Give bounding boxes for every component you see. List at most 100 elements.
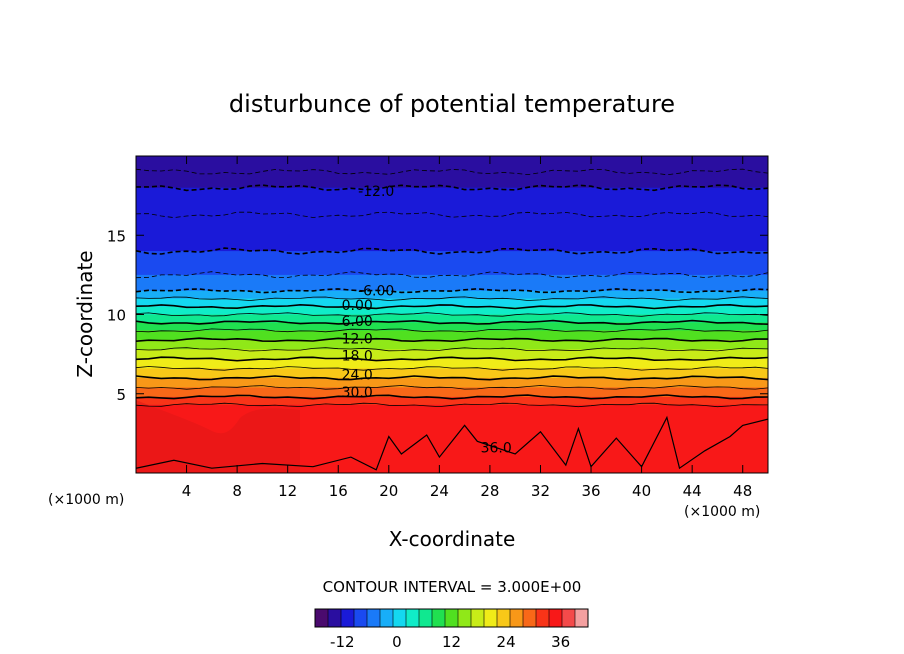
contour-line bbox=[136, 366, 768, 371]
colorbar-tick-label: 12 bbox=[442, 633, 461, 651]
contour-label: 12.0 bbox=[342, 331, 373, 347]
contour-line bbox=[136, 312, 768, 317]
contour-line bbox=[136, 211, 768, 219]
x-tick-label: 4 bbox=[182, 482, 192, 500]
x-tick-label: 20 bbox=[379, 482, 398, 500]
colorbar-swatch bbox=[549, 609, 563, 627]
colorbar-swatch bbox=[393, 609, 407, 627]
color-fill-bands bbox=[136, 156, 768, 473]
x-tick-label: 32 bbox=[531, 482, 550, 500]
y-tick-label: 15 bbox=[107, 227, 126, 245]
colorbar-tick-label: 0 bbox=[392, 633, 402, 651]
color-band bbox=[136, 306, 768, 316]
contour-line bbox=[136, 247, 768, 255]
color-band bbox=[136, 387, 768, 398]
colorbar-swatch bbox=[315, 609, 329, 627]
y-tick-label: 10 bbox=[107, 307, 126, 325]
x-tick-label: 44 bbox=[683, 482, 702, 500]
colorbar-swatch bbox=[328, 609, 342, 627]
x-tick-label: 24 bbox=[430, 482, 449, 500]
x-tick-label: 16 bbox=[329, 482, 348, 500]
colorbar-tick-label: -12 bbox=[330, 633, 355, 651]
contour-label: -12.0 bbox=[358, 184, 394, 200]
x-axis-label: X-coordinate bbox=[389, 527, 516, 551]
contour-line bbox=[136, 394, 768, 400]
color-band bbox=[136, 214, 768, 252]
contour-line bbox=[136, 385, 768, 390]
colorbar-swatch bbox=[510, 609, 524, 627]
contour-label: 24.0 bbox=[342, 368, 373, 384]
colorbar-tick-label: 24 bbox=[497, 633, 516, 651]
colorbar-swatch bbox=[523, 609, 537, 627]
contour-line bbox=[136, 303, 768, 310]
colorbar-swatch bbox=[575, 609, 589, 627]
colorbar-swatch bbox=[354, 609, 368, 627]
y-axis-label: Z-coordinate bbox=[73, 250, 97, 377]
x-tick-label: 36 bbox=[581, 482, 600, 500]
colorbar-swatch bbox=[484, 609, 498, 627]
contour-line bbox=[136, 337, 768, 343]
x-tick-label: 8 bbox=[232, 482, 242, 500]
x-unit-left: (×1000 m) bbox=[48, 492, 124, 508]
colorbar-swatch bbox=[562, 609, 576, 627]
x-tick-label: 48 bbox=[733, 482, 752, 500]
colorbar-frame bbox=[314, 608, 589, 628]
colorbar-swatch bbox=[367, 609, 381, 627]
contour-label: 18.0 bbox=[342, 349, 373, 365]
color-band bbox=[136, 171, 768, 189]
color-band bbox=[136, 156, 768, 173]
color-band bbox=[136, 314, 768, 323]
color-band bbox=[136, 358, 768, 369]
contour-label: 30.0 bbox=[342, 385, 373, 401]
color-band bbox=[136, 322, 768, 331]
color-band bbox=[136, 349, 768, 360]
colorbar-swatch bbox=[432, 609, 446, 627]
x-tick-label: 28 bbox=[480, 482, 499, 500]
contour-label: -6.00 bbox=[358, 284, 394, 300]
y-axis-ticks: 5 10 15 bbox=[107, 227, 768, 404]
color-band bbox=[136, 330, 768, 341]
color-band bbox=[136, 290, 768, 300]
colorbar-swatch bbox=[380, 609, 394, 627]
contour-line bbox=[136, 402, 768, 408]
colorbar-swatch bbox=[406, 609, 420, 627]
colorbar-swatch bbox=[471, 609, 485, 627]
contour-line bbox=[136, 184, 768, 192]
contour-line bbox=[136, 288, 768, 294]
contour-line bbox=[136, 168, 768, 176]
colorbar-swatch bbox=[419, 609, 433, 627]
x-unit-right: (×1000 m) bbox=[684, 504, 760, 520]
colorbar-tick-label: 36 bbox=[551, 633, 570, 651]
color-band bbox=[136, 274, 768, 292]
contour-line bbox=[136, 319, 768, 325]
contour-lines bbox=[136, 168, 768, 471]
contour-label: 0.00 bbox=[342, 298, 373, 314]
x-tick-label: 40 bbox=[632, 482, 651, 500]
x-tick-label: 12 bbox=[278, 482, 297, 500]
colorbar-swatch bbox=[497, 609, 511, 627]
colorbar-swatch bbox=[341, 609, 355, 627]
color-band bbox=[136, 251, 768, 276]
color-band bbox=[136, 339, 768, 350]
color-band bbox=[136, 377, 768, 388]
colorbar-swatch bbox=[458, 609, 472, 627]
contour-line bbox=[136, 347, 768, 352]
contour-interval-text: CONTOUR INTERVAL = 3.000E+00 bbox=[323, 578, 582, 596]
contour-line bbox=[136, 356, 768, 362]
colorbar-tick-labels: -12 0 12 24 36 bbox=[330, 633, 570, 651]
contour-label: 6.00 bbox=[342, 314, 373, 330]
colorbar bbox=[314, 608, 589, 628]
y-tick-label: 5 bbox=[116, 386, 126, 404]
color-band bbox=[136, 187, 768, 216]
contour-line bbox=[136, 375, 768, 381]
contour-line bbox=[136, 328, 768, 333]
contour-line bbox=[136, 296, 768, 301]
contour-line-36 bbox=[136, 415, 768, 471]
color-band bbox=[136, 298, 768, 308]
color-band bbox=[136, 368, 768, 379]
chart-title: disturbunce of potential temperature bbox=[229, 90, 675, 118]
contour-label: 36.0 bbox=[481, 441, 512, 457]
colorbar-swatch bbox=[445, 609, 459, 627]
